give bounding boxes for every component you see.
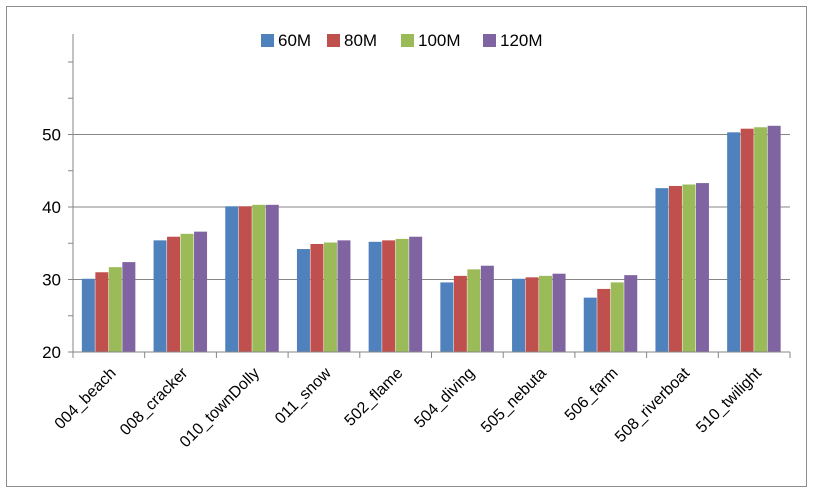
bar-120M-011_snow [337, 240, 351, 352]
legend-label-120M: 120M [500, 31, 543, 50]
bar-120M-506_farm [624, 275, 638, 352]
bar-chart: 20304050004_beach008_cracker010_townDoll… [42, 31, 791, 451]
bar-60M-504_diving [440, 282, 454, 352]
x-tick-label: 506_farm [562, 365, 622, 425]
bar-100M-510_twilight [754, 127, 768, 352]
bars [81, 125, 781, 352]
legend-label-60M: 60M [278, 31, 311, 50]
legend-swatch-60M [261, 34, 274, 47]
bar-120M-502_flame [409, 236, 423, 352]
bar-80M-506_farm [597, 288, 611, 352]
x-tick-label: 004_beach [52, 365, 120, 433]
x-tick-label: 510_twilight [693, 364, 765, 436]
bar-60M-505_nebuta [512, 278, 526, 352]
x-tick-label: 505_nebuta [478, 365, 550, 437]
y-tick-label: 30 [42, 271, 61, 290]
legend-label-100M: 100M [418, 31, 461, 50]
bar-100M-502_flame [395, 238, 409, 352]
bar-80M-510_twilight [740, 128, 754, 352]
y-tick-label: 20 [42, 343, 61, 362]
bar-80M-010_townDolly [238, 206, 252, 352]
bar-120M-508_riverboat [695, 183, 709, 352]
x-tick-label: 008_cracker [117, 364, 192, 439]
bar-80M-004_beach [95, 272, 109, 352]
bar-60M-011_snow [296, 249, 310, 352]
bar-60M-004_beach [81, 278, 95, 352]
x-tick-label: 011_snow [272, 364, 335, 427]
bar-100M-508_riverboat [682, 184, 696, 352]
legend-label-80M: 80M [344, 31, 377, 50]
bar-100M-504_diving [467, 269, 481, 352]
bar-60M-010_townDolly [225, 206, 239, 352]
bar-60M-008_cracker [153, 240, 167, 352]
bar-100M-505_nebuta [539, 275, 553, 352]
legend-swatch-80M [327, 34, 340, 47]
bar-80M-508_riverboat [668, 185, 682, 352]
legend-swatch-100M [401, 34, 414, 47]
x-tick-label: 508_riverboat [612, 364, 694, 446]
bar-80M-504_diving [453, 275, 467, 352]
y-tick-label: 40 [42, 198, 61, 217]
bar-80M-502_flame [382, 240, 396, 352]
bar-60M-506_farm [583, 297, 597, 352]
chart-frame: 20 30 40 50 004_beach 008_cracker 010_townDoll… [6, 6, 807, 487]
bar-80M-505_nebuta [525, 277, 539, 352]
bar-60M-508_riverboat [655, 188, 669, 352]
bar-60M-502_flame [368, 241, 382, 352]
bar-100M-011_snow [323, 242, 337, 352]
bar-80M-008_cracker [167, 236, 181, 352]
bar-120M-010_townDolly [265, 204, 279, 352]
bar-120M-504_diving [480, 265, 494, 352]
bar-80M-011_snow [310, 243, 324, 352]
bar-100M-506_farm [610, 282, 624, 352]
legend: 60M 80M 100M 120M [261, 31, 543, 50]
x-tick-label: 502_flame [342, 365, 407, 430]
bar-120M-008_cracker [194, 231, 208, 352]
bar-100M-008_cracker [180, 233, 194, 352]
bar-100M-010_townDolly [252, 204, 266, 352]
x-tick-label: 504_diving [411, 365, 478, 432]
bar-120M-505_nebuta [552, 273, 566, 352]
y-tick-label: 50 [42, 126, 61, 145]
bar-120M-510_twilight [767, 125, 781, 352]
bar-100M-004_beach [108, 267, 122, 352]
bar-60M-510_twilight [727, 132, 741, 352]
legend-swatch-120M [483, 34, 496, 47]
bar-120M-004_beach [122, 262, 136, 352]
